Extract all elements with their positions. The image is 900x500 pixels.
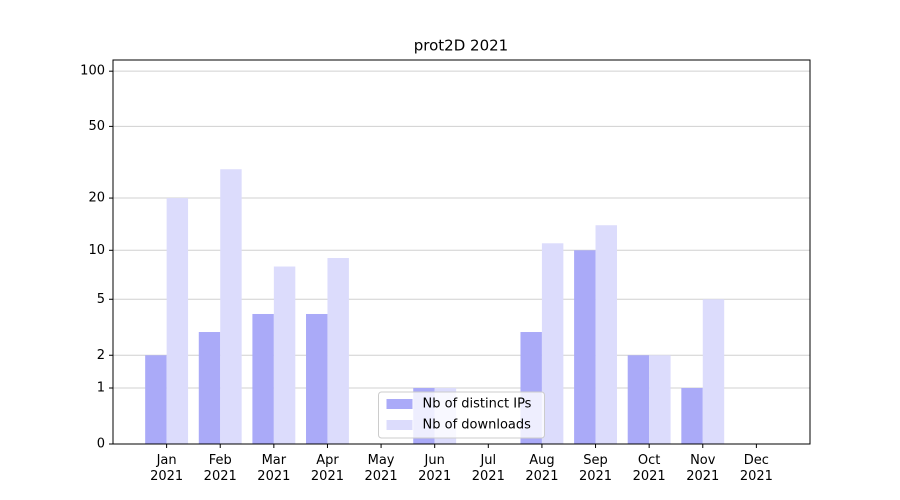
bar	[252, 313, 274, 444]
y-tick-label: 50	[88, 119, 105, 134]
x-tick-label: Aug 2021	[525, 453, 559, 484]
bar	[541, 243, 564, 444]
x-tick-label: Nov 2021	[686, 453, 720, 484]
bar	[681, 388, 703, 444]
x-tick-label: Apr 2021	[310, 453, 344, 484]
legend-swatch	[386, 399, 413, 409]
bar	[198, 332, 221, 444]
x-tick-label: Jan 2021	[150, 453, 184, 484]
plot-frame	[112, 59, 811, 445]
x-tick-label: Jul 2021	[471, 453, 505, 484]
bar	[166, 198, 189, 444]
x-tick-label: Jun 2021	[418, 453, 452, 484]
y-tick-label: 10	[88, 243, 105, 258]
bar	[327, 257, 349, 444]
bar	[595, 225, 617, 444]
y-tick-label: 20	[88, 191, 105, 206]
x-tick-label: Feb 2021	[203, 453, 237, 484]
x-tick-label: May 2021	[364, 453, 398, 484]
legend-label: Nb of downloads	[423, 418, 532, 433]
x-tick-label: Sep 2021	[578, 453, 613, 484]
bar	[627, 355, 650, 444]
bar	[574, 250, 596, 444]
bar	[273, 266, 296, 444]
y-tick-label: 2	[97, 348, 105, 363]
bar	[145, 355, 167, 444]
chart-title: prot2D 2021	[414, 37, 508, 55]
bar	[702, 299, 725, 444]
x-tick-label: Oct 2021	[632, 453, 666, 484]
y-tick-label: 5	[97, 292, 105, 307]
legend-box	[378, 391, 545, 439]
x-tick-label: Dec 2021	[739, 453, 773, 484]
y-tick-label: 100	[80, 64, 105, 79]
legend-label: Nb of distinct IPs	[423, 397, 532, 412]
y-tick-label: 0	[97, 437, 105, 452]
bar	[220, 169, 242, 444]
legend-swatch	[386, 420, 413, 430]
bar	[649, 355, 671, 444]
bar	[306, 313, 328, 444]
x-tick-label: Mar 2021	[257, 453, 291, 484]
y-tick-label: 1	[97, 381, 105, 396]
